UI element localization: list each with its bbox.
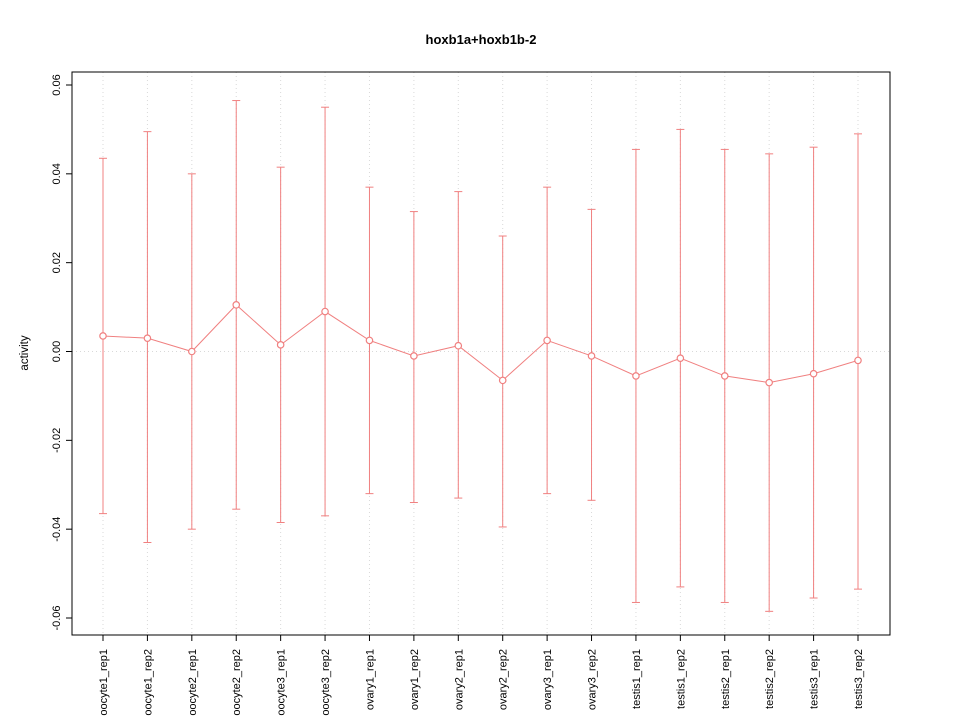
x-tick-label: oocyte1_rep2 <box>142 649 154 716</box>
data-point <box>143 334 152 342</box>
data-point <box>454 341 463 350</box>
x-tick-label: ovary2_rep2 <box>498 649 510 710</box>
data-point <box>543 336 551 345</box>
series-layer <box>99 100 862 612</box>
y-tick-label: 0.04 <box>51 163 63 184</box>
x-tick-label: ovary2_rep1 <box>453 649 465 710</box>
y-axis-label: activity <box>19 335 31 370</box>
y-tick-label: -0.04 <box>51 517 63 542</box>
y-tick-label: -0.06 <box>51 605 63 630</box>
data-point <box>765 378 773 387</box>
y-tick-label: 0.00 <box>51 341 63 362</box>
x-tick-label: ovary3_rep2 <box>587 649 599 710</box>
x-tick-label: ovary3_rep1 <box>542 649 554 710</box>
data-point <box>676 354 685 362</box>
x-tick-label: ovary1_rep1 <box>364 649 376 710</box>
x-tick-label: testis2_rep2 <box>764 649 776 709</box>
x-tick-label: oocyte3_rep2 <box>320 649 332 716</box>
data-point <box>720 372 729 380</box>
x-tick-label: testis2_rep1 <box>720 649 732 709</box>
x-tick-label: oocyte2_rep1 <box>187 649 199 716</box>
data-point <box>809 369 818 378</box>
data-point <box>498 376 507 385</box>
x-tick-label: ovary1_rep2 <box>409 649 421 710</box>
data-point <box>587 352 596 360</box>
y-tick-label: 0.02 <box>51 252 63 273</box>
data-point <box>321 307 329 316</box>
data-point <box>276 341 285 349</box>
x-tick-label: oocyte3_rep1 <box>276 649 288 716</box>
y-tick-label: -0.02 <box>51 428 63 453</box>
axis-layer: oocyte1_rep1 oocyte1_rep2 oocyte2_rep1 oocy… <box>51 74 865 715</box>
grid-layer <box>72 72 890 635</box>
x-tick-label: oocyte2_rep2 <box>231 649 243 716</box>
x-tick-label: testis3_rep1 <box>809 649 821 709</box>
plot-border <box>71 71 891 636</box>
x-tick-label: testis1_rep2 <box>675 649 687 709</box>
data-point <box>188 347 196 356</box>
chart-title: hoxb1a+hoxb1b-2 <box>426 32 537 47</box>
x-tick-label: testis1_rep1 <box>631 649 643 709</box>
data-point <box>232 301 241 309</box>
x-tick-label: oocyte1_rep1 <box>98 649 110 716</box>
y-tick-label: 0.06 <box>51 74 63 95</box>
x-tick-label: testis3_rep2 <box>853 649 865 709</box>
series-line <box>102 304 859 384</box>
data-point <box>365 336 374 345</box>
data-point <box>99 332 107 340</box>
data-point <box>854 356 862 365</box>
data-point <box>632 372 640 380</box>
data-point <box>410 352 418 360</box>
